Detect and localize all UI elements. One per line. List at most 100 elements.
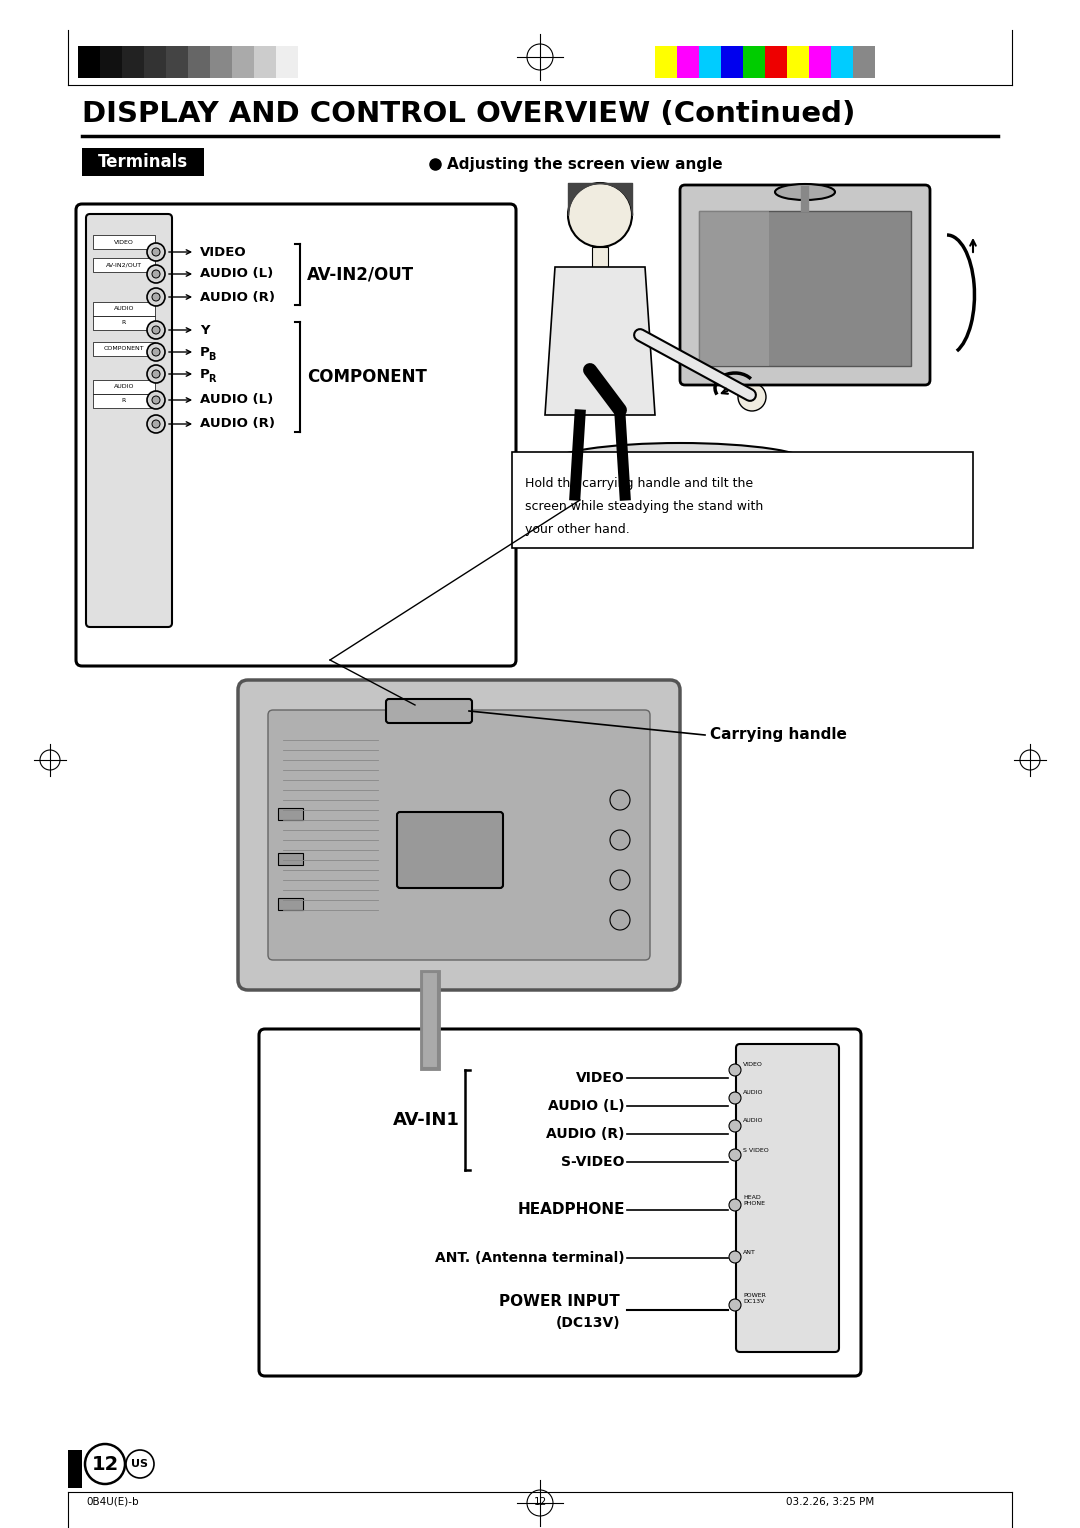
- Bar: [721, 46, 743, 78]
- Bar: [278, 808, 303, 821]
- Circle shape: [152, 370, 160, 377]
- Bar: [592, 248, 608, 267]
- FancyBboxPatch shape: [512, 452, 973, 549]
- Circle shape: [152, 348, 160, 356]
- Text: P: P: [200, 345, 210, 359]
- Ellipse shape: [550, 443, 810, 483]
- Text: AUDIO (R): AUDIO (R): [546, 1128, 625, 1141]
- Text: US: US: [132, 1459, 149, 1468]
- Text: AUDIO (R): AUDIO (R): [200, 290, 275, 304]
- Bar: [699, 211, 769, 367]
- Text: Y: Y: [200, 324, 210, 336]
- FancyBboxPatch shape: [76, 205, 516, 666]
- Bar: [93, 342, 156, 356]
- Circle shape: [610, 830, 630, 850]
- Bar: [68, 1450, 82, 1488]
- Bar: [144, 46, 166, 78]
- FancyBboxPatch shape: [268, 711, 650, 960]
- Circle shape: [152, 270, 160, 278]
- Circle shape: [610, 911, 630, 931]
- Bar: [210, 46, 232, 78]
- Bar: [654, 46, 677, 78]
- Circle shape: [147, 391, 165, 410]
- Text: AUDIO: AUDIO: [113, 385, 134, 390]
- Text: AV-IN2/OUT: AV-IN2/OUT: [307, 266, 414, 284]
- Bar: [276, 46, 298, 78]
- Text: AUDIO (L): AUDIO (L): [200, 267, 273, 281]
- Bar: [765, 46, 787, 78]
- Bar: [188, 46, 210, 78]
- Bar: [93, 258, 156, 272]
- Ellipse shape: [775, 183, 835, 200]
- Bar: [298, 46, 320, 78]
- Bar: [93, 303, 156, 316]
- FancyBboxPatch shape: [259, 1028, 861, 1377]
- Circle shape: [147, 321, 165, 339]
- Text: S-VIDEO: S-VIDEO: [562, 1155, 625, 1169]
- Bar: [743, 46, 765, 78]
- Bar: [699, 211, 912, 367]
- FancyBboxPatch shape: [397, 811, 503, 888]
- Text: P: P: [200, 368, 210, 380]
- Bar: [93, 394, 156, 408]
- Circle shape: [126, 1450, 154, 1478]
- Circle shape: [568, 183, 632, 248]
- Bar: [93, 380, 156, 394]
- Text: R: R: [122, 399, 126, 403]
- Circle shape: [147, 365, 165, 384]
- Circle shape: [729, 1120, 741, 1132]
- Circle shape: [147, 264, 165, 283]
- Text: 12: 12: [92, 1455, 119, 1473]
- Text: VIDEO: VIDEO: [114, 240, 134, 244]
- Bar: [254, 46, 276, 78]
- Text: AUDIO: AUDIO: [743, 1089, 764, 1096]
- Bar: [699, 46, 721, 78]
- Circle shape: [729, 1149, 741, 1161]
- Text: your other hand.: your other hand.: [525, 523, 630, 536]
- Circle shape: [729, 1199, 741, 1212]
- Text: POWER
DC13V: POWER DC13V: [743, 1293, 766, 1303]
- Bar: [93, 235, 156, 249]
- Bar: [100, 46, 122, 78]
- Circle shape: [729, 1093, 741, 1105]
- Text: (DC13V): (DC13V): [555, 1316, 620, 1329]
- Text: R: R: [122, 321, 126, 325]
- Text: POWER INPUT: POWER INPUT: [499, 1294, 620, 1309]
- Text: AUDIO (L): AUDIO (L): [200, 394, 273, 406]
- Circle shape: [610, 790, 630, 810]
- Bar: [278, 898, 303, 911]
- Text: Adjusting the screen view angle: Adjusting the screen view angle: [447, 156, 723, 171]
- Bar: [677, 46, 699, 78]
- Text: AV-IN1: AV-IN1: [393, 1111, 460, 1129]
- FancyBboxPatch shape: [386, 698, 472, 723]
- Circle shape: [729, 1299, 741, 1311]
- Bar: [122, 46, 144, 78]
- Bar: [831, 46, 853, 78]
- Polygon shape: [545, 267, 654, 416]
- Text: 12: 12: [534, 1497, 546, 1507]
- Text: screen while steadying the stand with: screen while steadying the stand with: [525, 500, 764, 513]
- Circle shape: [152, 293, 160, 301]
- Text: DISPLAY AND CONTROL OVERVIEW (Continued): DISPLAY AND CONTROL OVERVIEW (Continued): [82, 99, 855, 128]
- Text: 0B4U(E)-b: 0B4U(E)-b: [86, 1497, 138, 1507]
- Text: VIDEO: VIDEO: [743, 1062, 762, 1067]
- Text: HEADPHONE: HEADPHONE: [517, 1203, 625, 1218]
- Text: VIDEO: VIDEO: [577, 1071, 625, 1085]
- Circle shape: [729, 1251, 741, 1264]
- Text: B: B: [208, 351, 215, 362]
- Circle shape: [152, 325, 160, 335]
- Circle shape: [147, 342, 165, 361]
- Text: ANT. (Antenna terminal): ANT. (Antenna terminal): [435, 1251, 625, 1265]
- Circle shape: [152, 420, 160, 428]
- Bar: [278, 853, 303, 865]
- Text: S VIDEO: S VIDEO: [743, 1148, 769, 1154]
- Text: R: R: [208, 374, 216, 384]
- Text: HEAD
PHONE: HEAD PHONE: [743, 1195, 765, 1206]
- Bar: [82, 148, 204, 176]
- Text: COMPONENT: COMPONENT: [307, 368, 427, 387]
- Circle shape: [152, 248, 160, 257]
- FancyBboxPatch shape: [86, 214, 172, 626]
- Circle shape: [147, 287, 165, 306]
- Bar: [166, 46, 188, 78]
- Text: AUDIO: AUDIO: [743, 1118, 764, 1123]
